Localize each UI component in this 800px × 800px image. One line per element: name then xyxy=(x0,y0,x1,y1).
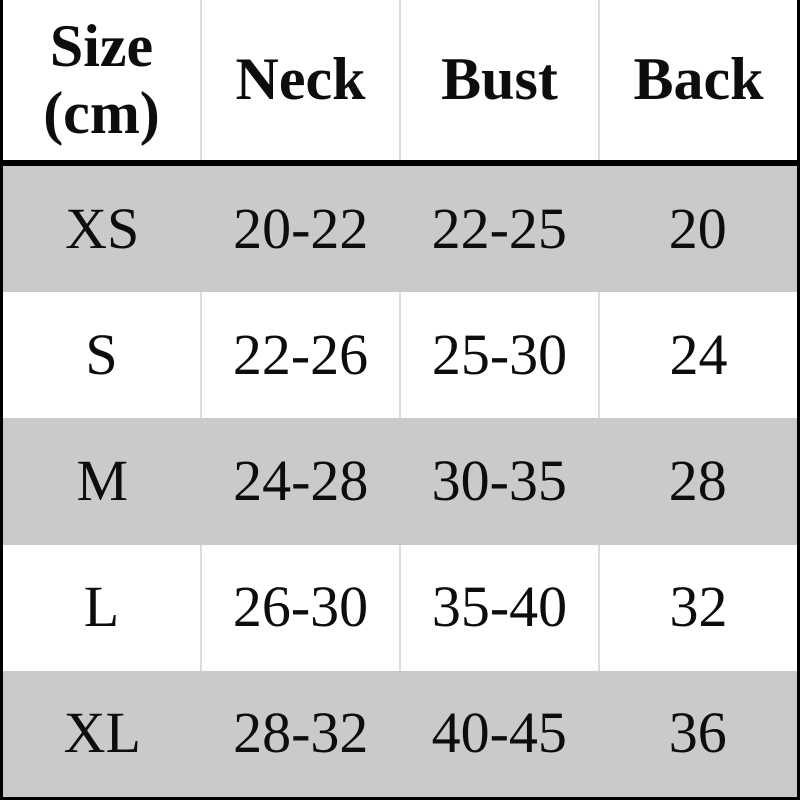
header-cell-neck: Neck xyxy=(200,0,399,160)
bust-cell: 22-25 xyxy=(431,195,567,261)
size-cell: XL xyxy=(63,700,141,766)
size-cell: L xyxy=(83,574,120,640)
neck-cell: 26-30 xyxy=(200,544,399,671)
row-m: M 24-28 30-35 28 xyxy=(3,418,797,545)
neck-cell: 28-32 xyxy=(233,700,369,766)
back-cell: 24 xyxy=(598,292,797,419)
neck-cell: 24-28 xyxy=(233,448,369,514)
size-cell: S xyxy=(85,321,118,387)
row-xs: XS 20-22 22-25 20 xyxy=(3,166,797,293)
bust-cell: 40-45 xyxy=(431,700,567,766)
bust-cell: 30-35 xyxy=(431,448,567,514)
back-cell: 20 xyxy=(668,195,727,261)
header-size-line2: (cm) xyxy=(43,80,160,146)
bust-cell: 35-40 xyxy=(399,544,598,671)
header-cell-bust: Bust xyxy=(399,0,598,160)
header-cell-size: Size (cm) xyxy=(3,0,200,160)
row-xl: XL 28-32 40-45 36 xyxy=(3,670,797,797)
row-l: L 26-30 35-40 32 xyxy=(3,544,797,671)
back-cell: 36 xyxy=(668,700,727,766)
size-cell: XS xyxy=(65,195,140,261)
table-header-row: Size (cm) Neck Bust Back xyxy=(3,0,797,166)
back-cell: 32 xyxy=(598,544,797,671)
header-size-line1: Size xyxy=(49,12,154,79)
neck-cell: 20-22 xyxy=(233,195,369,261)
bust-cell: 25-30 xyxy=(399,292,598,419)
header-cell-back: Back xyxy=(598,0,797,160)
neck-cell: 22-26 xyxy=(200,292,399,419)
row-s: S 22-26 25-30 24 xyxy=(3,292,797,419)
size-cell: M xyxy=(76,448,129,514)
back-cell: 28 xyxy=(668,448,727,514)
